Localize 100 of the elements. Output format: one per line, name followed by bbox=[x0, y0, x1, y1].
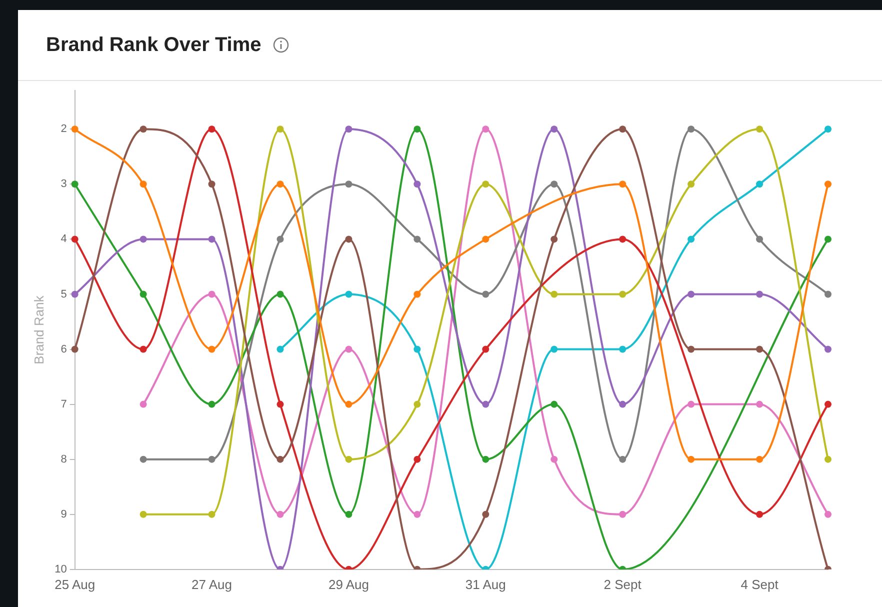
point bbox=[756, 290, 764, 298]
point bbox=[824, 346, 832, 353]
y-tick-label: 2 bbox=[60, 123, 67, 136]
point bbox=[619, 456, 626, 463]
point bbox=[140, 456, 147, 463]
point bbox=[482, 400, 490, 408]
y-tick-label: 8 bbox=[60, 453, 67, 466]
point bbox=[414, 456, 421, 463]
point bbox=[208, 400, 216, 408]
point bbox=[345, 346, 352, 353]
point bbox=[208, 126, 216, 133]
point bbox=[824, 236, 832, 243]
point bbox=[756, 126, 764, 133]
point bbox=[619, 290, 626, 298]
point bbox=[756, 180, 764, 188]
point bbox=[345, 400, 352, 408]
point bbox=[140, 510, 147, 518]
point bbox=[619, 510, 626, 518]
point bbox=[414, 510, 421, 518]
point bbox=[824, 290, 832, 298]
point bbox=[276, 290, 284, 298]
point bbox=[688, 236, 695, 243]
point bbox=[208, 236, 216, 243]
point bbox=[824, 126, 832, 133]
point bbox=[824, 456, 832, 463]
point bbox=[550, 456, 558, 463]
point bbox=[619, 236, 626, 243]
point bbox=[414, 236, 421, 243]
point bbox=[71, 236, 78, 243]
point bbox=[756, 236, 764, 243]
point bbox=[756, 346, 764, 353]
point bbox=[345, 290, 352, 298]
point bbox=[140, 236, 147, 243]
point bbox=[140, 126, 147, 133]
point bbox=[688, 290, 695, 298]
point bbox=[414, 126, 421, 133]
point bbox=[619, 400, 626, 408]
point bbox=[71, 290, 78, 298]
y-tick-label: 10 bbox=[54, 563, 67, 576]
point bbox=[345, 236, 352, 243]
point bbox=[414, 290, 421, 298]
point bbox=[276, 510, 284, 518]
point bbox=[208, 510, 216, 518]
point bbox=[414, 400, 421, 408]
point bbox=[550, 126, 558, 133]
point bbox=[550, 346, 558, 353]
point bbox=[688, 456, 695, 463]
point bbox=[140, 400, 147, 408]
point bbox=[276, 180, 284, 188]
point bbox=[345, 510, 352, 518]
point bbox=[71, 346, 78, 353]
point bbox=[208, 346, 216, 353]
point bbox=[619, 180, 626, 188]
y-tick-label: 7 bbox=[60, 398, 67, 410]
point bbox=[140, 290, 147, 298]
point bbox=[756, 456, 764, 463]
point bbox=[619, 346, 626, 353]
point bbox=[71, 126, 78, 133]
point bbox=[276, 236, 284, 243]
point bbox=[688, 346, 695, 353]
point bbox=[414, 180, 421, 188]
y-tick-label: 3 bbox=[60, 178, 67, 190]
point bbox=[208, 180, 216, 188]
point bbox=[756, 400, 764, 408]
point bbox=[550, 236, 558, 243]
x-tick-label: 31 Aug bbox=[465, 576, 506, 592]
y-tick-label: 9 bbox=[60, 508, 67, 520]
point bbox=[276, 456, 284, 463]
point bbox=[414, 346, 421, 353]
point bbox=[276, 346, 284, 353]
x-tick-label: 25 Aug bbox=[54, 576, 96, 592]
point bbox=[140, 346, 147, 353]
point bbox=[824, 510, 832, 518]
point bbox=[482, 456, 490, 463]
point bbox=[208, 290, 216, 298]
point bbox=[688, 126, 695, 133]
point bbox=[345, 126, 352, 133]
x-tick-label: 4 Sept bbox=[740, 576, 779, 592]
x-tick-label: 27 Aug bbox=[192, 576, 232, 592]
point bbox=[550, 180, 558, 188]
point bbox=[550, 290, 558, 298]
point bbox=[482, 180, 490, 188]
y-axis-title: Brand Rank bbox=[31, 295, 46, 364]
chart-title: Brand Rank Over Time bbox=[46, 34, 262, 56]
y-tick-label: 5 bbox=[60, 288, 67, 300]
point bbox=[482, 510, 490, 518]
point bbox=[550, 400, 558, 408]
x-tick-label: 2 Sept bbox=[604, 576, 642, 592]
point bbox=[824, 400, 832, 408]
point bbox=[208, 456, 216, 463]
point bbox=[482, 290, 490, 298]
y-tick-label: 4 bbox=[60, 233, 67, 246]
point bbox=[688, 180, 695, 188]
point bbox=[71, 180, 78, 188]
x-tick-label: 29 Aug bbox=[328, 576, 369, 592]
point bbox=[482, 236, 490, 243]
point bbox=[482, 346, 490, 353]
point bbox=[482, 126, 490, 133]
point bbox=[345, 180, 352, 188]
point bbox=[276, 126, 284, 133]
